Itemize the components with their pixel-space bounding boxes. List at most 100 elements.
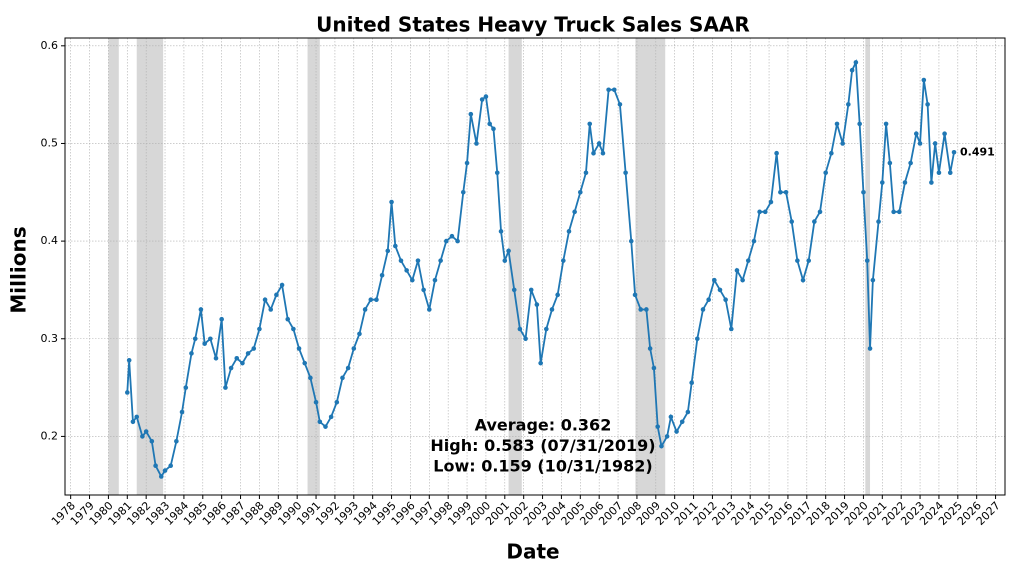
data-point [183, 385, 189, 390]
data-point [328, 414, 334, 420]
data-point [198, 307, 204, 312]
data-point [596, 141, 602, 146]
data-point [257, 326, 262, 332]
data-point [189, 351, 194, 356]
data-point [913, 131, 919, 136]
data-point [313, 399, 319, 405]
data-point [174, 438, 179, 444]
data-point [655, 424, 660, 429]
data-point [385, 248, 391, 254]
data-point [460, 189, 466, 195]
data-point [323, 424, 328, 429]
data-point [578, 189, 583, 195]
data-point [415, 258, 421, 263]
y-axis-label: Millions [7, 226, 31, 313]
data-point [768, 199, 774, 205]
data-point [274, 292, 279, 298]
data-point [647, 346, 653, 351]
x-axis-label: Date [506, 540, 559, 564]
data-point [538, 360, 543, 366]
data-point [789, 219, 795, 224]
data-point [479, 97, 485, 102]
data-point [896, 209, 902, 215]
data-point [857, 121, 862, 127]
data-point [421, 287, 426, 293]
data-point [849, 67, 855, 73]
stat-annotation: Average: 0.362 [475, 416, 612, 435]
data-point [651, 365, 657, 371]
data-point [245, 351, 251, 356]
data-point [951, 149, 957, 155]
data-point [234, 355, 240, 361]
data-point [426, 307, 432, 312]
data-point [891, 209, 896, 215]
data-point [751, 238, 757, 244]
data-point [864, 258, 870, 263]
y-tick-label: 0.3 [41, 332, 59, 345]
data-point [506, 248, 511, 254]
data-point [149, 438, 155, 444]
y-tick-label: 0.4 [41, 234, 59, 247]
stat-annotation: Low: 0.159 (10/31/1982) [433, 457, 653, 476]
data-point [840, 141, 845, 146]
data-point [947, 170, 953, 176]
data-point [936, 170, 942, 176]
data-point [921, 77, 927, 83]
recession-band [635, 38, 666, 495]
recession-band [108, 38, 119, 495]
data-point [617, 102, 623, 107]
data-point [745, 258, 751, 263]
data-point [468, 111, 474, 117]
data-point [795, 258, 800, 263]
data-point [734, 268, 740, 273]
data-point [583, 170, 589, 176]
data-point [213, 355, 219, 361]
recession-band [508, 38, 522, 495]
data-point [308, 375, 313, 381]
data-point [632, 292, 638, 298]
data-point [162, 468, 168, 473]
data-point [502, 258, 508, 263]
data-point [285, 316, 291, 322]
data-point [929, 180, 934, 185]
data-point [474, 141, 479, 146]
data-point [712, 277, 717, 283]
y-tick-label: 0.2 [41, 429, 59, 442]
data-point [591, 150, 596, 156]
data-point [208, 336, 213, 342]
data-point [695, 336, 700, 342]
data-point [823, 170, 828, 176]
data-point [393, 243, 398, 249]
data-point [600, 150, 606, 156]
data-point [449, 233, 455, 239]
data-point [867, 346, 873, 351]
data-point [134, 414, 140, 420]
data-point [302, 360, 308, 366]
data-point [291, 326, 296, 332]
recession-band [307, 38, 320, 495]
data-point [523, 336, 528, 342]
data-point [443, 238, 449, 244]
data-point [549, 307, 555, 312]
data-point [228, 365, 234, 371]
data-point [374, 297, 379, 303]
data-point [404, 268, 409, 273]
data-point [126, 357, 132, 363]
data-point [757, 209, 762, 215]
data-point [153, 463, 158, 469]
data-point [817, 209, 823, 215]
data-point [345, 365, 351, 371]
data-point [317, 419, 323, 425]
data-point [917, 141, 923, 146]
data-point [268, 307, 274, 312]
data-point [296, 346, 302, 351]
data-point [262, 297, 268, 303]
data-point [491, 126, 496, 132]
data-point [659, 443, 664, 449]
data-point [611, 87, 617, 93]
data-point [587, 121, 593, 127]
data-point [379, 272, 385, 278]
data-point [700, 307, 706, 312]
data-point [223, 385, 228, 390]
